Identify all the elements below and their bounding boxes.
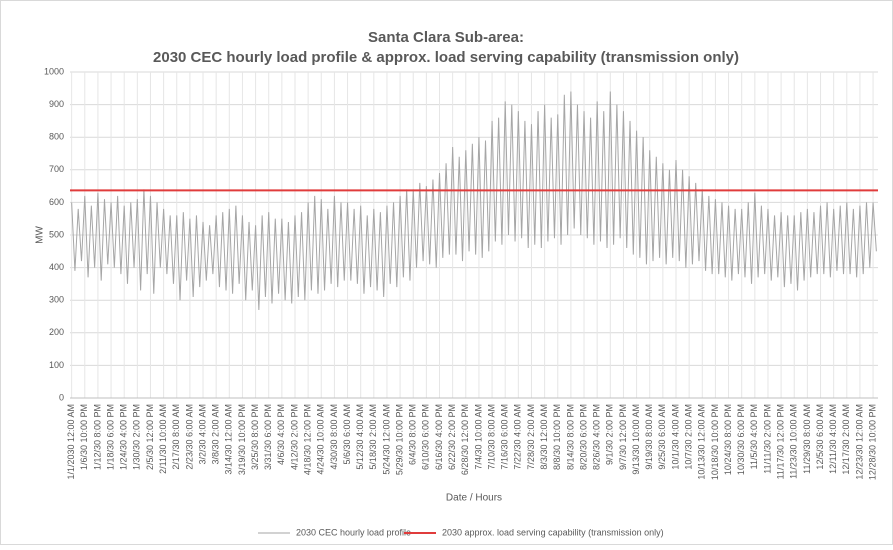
x-tick-label: 10/30/30 6:00 PM: [736, 404, 746, 475]
x-tick-label: 9/13/30 10:00 AM: [631, 404, 641, 475]
y-tick-label: 100: [49, 360, 64, 370]
x-tick-label: 10/13/30 12:00 AM: [697, 404, 707, 480]
x-tick-label: 4/12/30 2:00 PM: [289, 404, 299, 470]
x-tick-label: 3/14/30 12:00 AM: [224, 404, 234, 475]
x-tick-label: 11/5/30 4:00 PM: [749, 404, 759, 469]
x-tick-label: 5/12/30 4:00 AM: [355, 404, 365, 470]
x-tick-label: 6/22/30 2:00 PM: [447, 404, 457, 470]
x-tick-label: 1/1/2030 12:00 AM: [66, 404, 76, 480]
x-tick-label: 2/17/30 8:00 AM: [171, 404, 181, 470]
x-tick-label: 6/16/30 4:00 PM: [434, 404, 444, 470]
y-axis-label: MW: [35, 226, 46, 244]
x-tick-label: 9/19/30 8:00 AM: [644, 404, 654, 470]
legend-label: 2030 approx. load serving capability (tr…: [442, 527, 664, 537]
chart-subtitle: 2030 CEC hourly load profile & approx. l…: [153, 49, 739, 66]
x-tick-label: 8/26/30 4:00 PM: [592, 404, 602, 470]
y-tick-label: 500: [49, 229, 64, 239]
x-tick-label: 1/18/30 6:00 PM: [105, 404, 115, 470]
x-tick-label: 8/20/30 6:00 PM: [578, 404, 588, 470]
x-tick-label: 5/6/30 6:00 AM: [342, 404, 352, 465]
x-tick-label: 8/14/30 8:00 PM: [565, 404, 575, 470]
x-tick-label: 12/28/30 10:00 PM: [867, 404, 877, 480]
x-tick-label: 7/28/30 2:00 AM: [526, 404, 536, 470]
chart-title: Santa Clara Sub-area:: [368, 29, 524, 46]
x-tick-label: 4/6/30 4:00 PM: [276, 404, 286, 465]
x-tick-label: 6/28/30 12:00 PM: [460, 404, 470, 475]
x-tick-label: 4/18/30 12:00 PM: [303, 404, 313, 475]
x-tick-label: 12/23/30 12:00 AM: [854, 404, 864, 480]
x-tick-label: 2/23/30 6:00 AM: [184, 404, 194, 470]
x-tick-label: 10/24/30 8:00 PM: [723, 404, 733, 475]
x-tick-label: 9/1/30 2:00 PM: [605, 404, 615, 465]
legend-label: 2030 CEC hourly load profile: [296, 527, 411, 537]
x-tick-label: 1/6/30 10:00 PM: [79, 404, 89, 470]
x-tick-label: 7/4/30 10:00 AM: [473, 404, 483, 470]
x-tick-label: 2/11/30 10:00 AM: [158, 404, 168, 474]
y-tick-label: 400: [49, 262, 64, 272]
y-tick-label: 800: [49, 132, 64, 142]
x-tick-label: 3/31/30 6:00 PM: [263, 404, 273, 470]
x-tick-label: 12/5/30 6:00 AM: [815, 404, 825, 470]
x-tick-label: 12/17/30 2:00 AM: [841, 404, 851, 475]
y-tick-label: 600: [49, 197, 64, 207]
x-tick-label: 10/1/30 4:00 AM: [670, 404, 680, 470]
x-tick-label: 5/24/30 12:00 AM: [381, 404, 391, 475]
x-tick-label: 10/7/30 2:00 AM: [684, 404, 694, 470]
x-tick-label: 2/5/30 12:00 PM: [145, 404, 155, 470]
x-tick-label: 3/2/30 4:00 AM: [197, 404, 207, 465]
x-tick-label: 6/10/30 6:00 PM: [421, 404, 431, 470]
x-tick-label: 11/17/30 12:00 PM: [775, 404, 785, 479]
x-tick-label: 8/3/30 12:00 AM: [539, 404, 549, 470]
x-tick-label: 7/22/30 4:00 AM: [513, 404, 523, 470]
y-tick-label: 200: [49, 327, 64, 337]
x-tick-label: 5/18/30 2:00 AM: [368, 404, 378, 470]
x-tick-label: 5/29/30 10:00 PM: [394, 404, 404, 475]
x-tick-label: 3/19/30 10:00 PM: [237, 404, 247, 475]
x-tick-label: 1/30/30 2:00 PM: [132, 404, 142, 470]
y-tick-label: 300: [49, 295, 64, 305]
x-tick-label: 11/11/30 2:00 PM: [762, 404, 772, 474]
x-tick-label: 1/12/30 8:00 PM: [92, 404, 102, 470]
x-tick-label: 3/25/30 8:00 PM: [250, 404, 260, 470]
x-tick-label: 1/24/30 4:00 PM: [119, 404, 129, 470]
x-tick-label: 10/18/30 10:00 PM: [710, 404, 720, 480]
x-tick-label: 4/30/30 8:00 AM: [329, 404, 339, 470]
x-tick-label: 6/4/30 8:00 PM: [408, 404, 418, 465]
x-tick-label: 11/23/30 10:00 AM: [789, 404, 799, 479]
y-tick-label: 900: [49, 99, 64, 109]
x-tick-label: 9/7/30 12:00 PM: [618, 404, 628, 470]
x-axis-label: Date / Hours: [446, 493, 502, 504]
y-tick-label: 0: [59, 392, 64, 402]
x-tick-label: 11/29/30 8:00 AM: [802, 404, 812, 474]
load-line: [71, 91, 877, 310]
x-tick-label: 8/8/30 10:00 PM: [552, 404, 562, 470]
x-tick-label: 12/11/30 4:00 AM: [828, 404, 838, 474]
x-tick-label: 7/10/30 8:00 AM: [486, 404, 496, 470]
y-tick-label: 1000: [44, 66, 64, 76]
x-tick-label: 4/24/30 10:00 AM: [316, 404, 326, 475]
x-tick-label: 3/8/30 2:00 AM: [211, 404, 221, 465]
y-tick-label: 700: [49, 164, 64, 174]
x-tick-label: 7/16/30 6:00 AM: [500, 404, 510, 470]
x-tick-label: 9/25/30 6:00 AM: [657, 404, 667, 470]
